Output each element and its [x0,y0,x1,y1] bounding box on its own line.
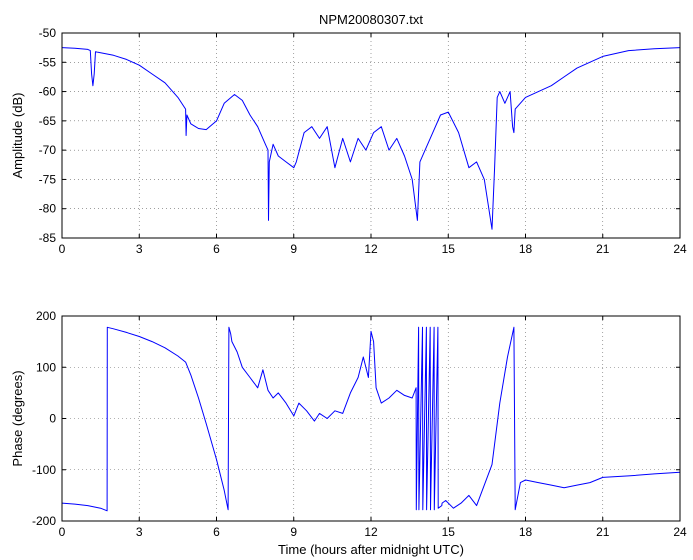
x-tick-label: 6 [213,242,220,256]
series-line [61,326,681,512]
y-tick-label: -65 [39,114,57,128]
x-tick-label: 9 [290,242,297,256]
y-tick-label: -85 [39,231,57,245]
amplitude-plot: NPM20080307.txt Amplitude (dB) 0 3 6 9 12 15 1… [10,12,687,256]
y-axis-label: Phase (degrees) [10,370,25,466]
x-tick-label: 3 [136,525,143,539]
x-tick-label: 21 [596,242,610,256]
x-tick-label: 18 [519,242,533,256]
y-tick-label: -55 [39,55,57,69]
x-tick-label: 3 [136,242,143,256]
y-tick-label: 200 [36,309,56,323]
x-tick-label: 15 [442,242,456,256]
x-tick-label: 12 [364,525,378,539]
series [61,47,681,230]
y-tick-label: -60 [39,85,57,99]
x-tick-label: 24 [673,242,687,256]
x-tick-label: 0 [59,242,66,256]
y-axis-label: Amplitude (dB) [10,93,25,179]
y-tick-label: -75 [39,172,57,186]
x-tick-label: 9 [290,525,297,539]
ticks: 0 3 6 9 12 15 18 21 24 -200 -100 0 100 200 [32,309,687,539]
y-tick-label: -50 [39,26,57,40]
series [61,326,681,512]
grid [62,316,680,521]
y-tick-label: -100 [32,463,56,477]
y-tick-label: 100 [36,360,56,374]
ticks: 0 3 6 9 12 15 18 21 24 -85 -80 -75 -70 -65 -60 -55 -50 [39,26,687,256]
chart-title: NPM20080307.txt [319,12,423,27]
x-tick-label: 6 [213,525,220,539]
x-tick-label: 15 [442,525,456,539]
y-tick-label: -80 [39,202,57,216]
series-line [61,47,681,230]
x-axis-label: Time (hours after midnight UTC) [278,542,464,557]
x-tick-label: 21 [596,525,610,539]
x-tick-label: 18 [519,525,533,539]
x-tick-label: 24 [673,525,687,539]
x-tick-label: 0 [59,525,66,539]
y-tick-label: -70 [39,143,57,157]
y-tick-label: -200 [32,514,56,528]
y-tick-label: 0 [49,412,56,426]
phase-plot: Phase (degrees) Time (hours after midnig… [10,309,687,557]
x-tick-label: 12 [364,242,378,256]
grid [62,33,680,238]
